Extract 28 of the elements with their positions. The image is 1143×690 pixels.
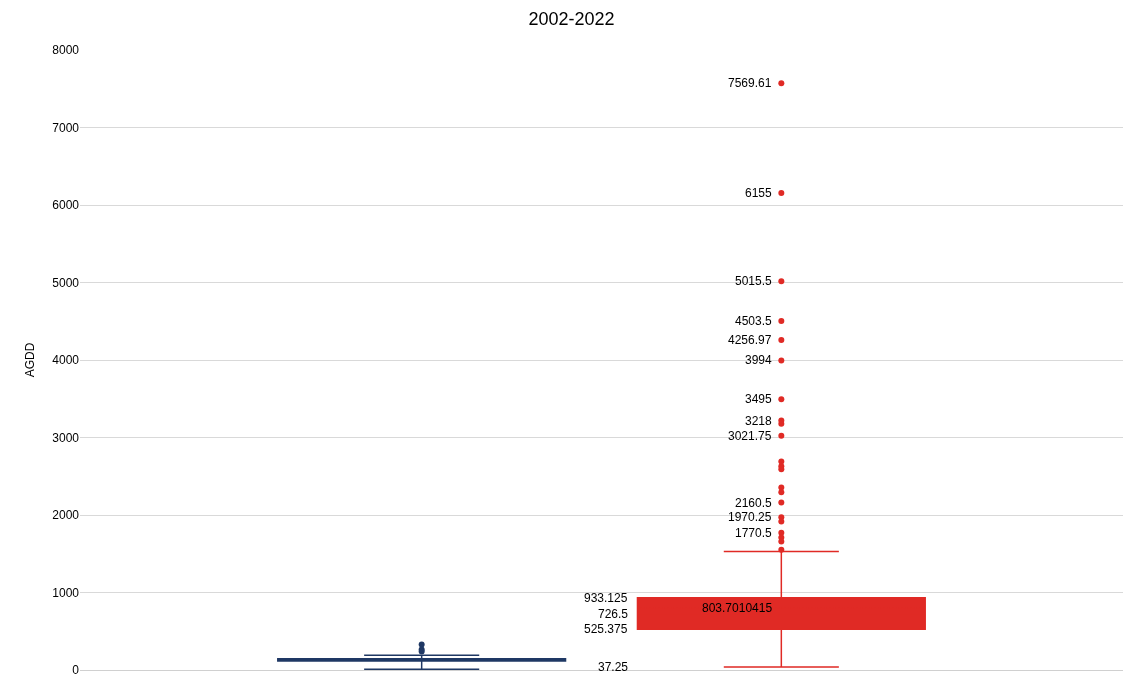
annotation: 3218 [745, 414, 773, 428]
annotation: 3994 [745, 353, 773, 367]
y-tick-label: 8000 [52, 43, 80, 58]
chart-title: 2002-2022 [528, 9, 615, 29]
annotation: 726.5 [598, 607, 629, 621]
y-tick-label: 4000 [52, 353, 80, 368]
y-tick-label: 3000 [52, 430, 80, 445]
y-tick-label: 7000 [52, 120, 80, 135]
annotation: 1970.25 [728, 510, 772, 524]
annotation: 37.25 [598, 660, 629, 674]
annotation: 2160.5 [735, 496, 773, 510]
annotation: 4503.5 [735, 314, 773, 328]
y-axis-title: AGDD [22, 342, 37, 378]
annotation: 1770.5 [735, 526, 773, 540]
annotation: 3021.75 [728, 429, 772, 443]
annotation: 933.125 [584, 591, 628, 605]
annotation: 6155 [745, 186, 773, 200]
annotation: 5015.5 [735, 274, 773, 288]
y-tick-label: 0 [72, 663, 80, 678]
annotation: 803.7010415 [702, 601, 773, 615]
y-tick-label: 1000 [52, 585, 80, 600]
annotation: 3495 [745, 392, 773, 406]
y-tick-label: 2000 [52, 508, 80, 523]
annotation: 525.375 [584, 622, 628, 636]
annotation: 4256.97 [728, 333, 772, 347]
annotation: 7569.61 [728, 76, 772, 90]
y-tick-label: 6000 [52, 198, 80, 213]
y-tick-label: 5000 [52, 275, 80, 290]
